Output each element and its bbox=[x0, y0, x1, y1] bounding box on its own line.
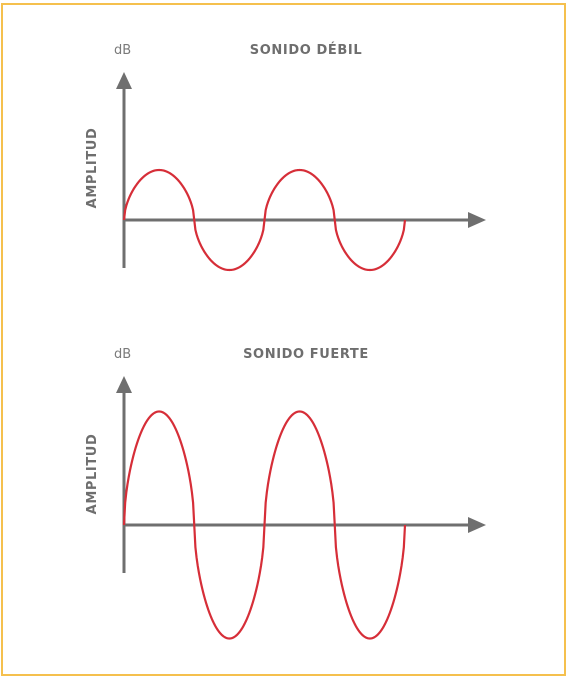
sound-wave bbox=[122, 410, 407, 640]
y-axis-label: AMPLITUD bbox=[85, 434, 100, 515]
unit-label: dB bbox=[114, 347, 131, 362]
panel-title: SONIDO FUERTE bbox=[243, 347, 369, 362]
x-axis-arrow bbox=[468, 212, 486, 228]
panel-title: SONIDO DÉBIL bbox=[250, 42, 362, 58]
x-axis-arrow bbox=[468, 517, 486, 533]
unit-label: dB bbox=[114, 43, 131, 58]
y-axis-arrow bbox=[116, 72, 132, 89]
panel-weak-sound: dB SONIDO DÉBIL AMPLITUD bbox=[85, 42, 486, 272]
y-axis-arrow bbox=[116, 376, 132, 393]
sound-wave bbox=[122, 168, 407, 272]
y-axis-label: AMPLITUD bbox=[85, 128, 100, 209]
diagram-border bbox=[1, 3, 566, 676]
panel-loud-sound: dB SONIDO FUERTE AMPLITUD bbox=[85, 347, 486, 640]
